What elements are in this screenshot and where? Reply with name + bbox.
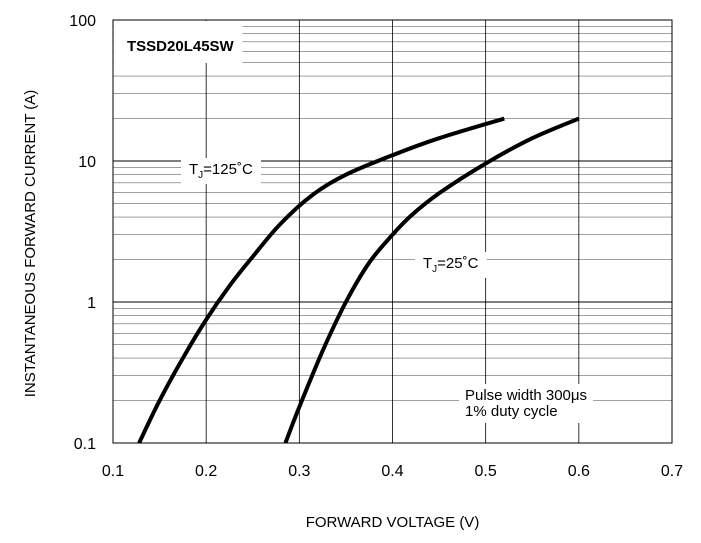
series-label-25c-rest: =25˚C	[437, 255, 478, 272]
series-label-25c-main: T	[423, 255, 432, 272]
series-line-25c	[283, 116, 580, 444]
y-tick-label: 100	[69, 13, 96, 30]
series-label-125c-sub: J	[198, 170, 203, 181]
tick-labels: 0.1 0.2 0.3 0.4 0.5 0.6 0.7 0.1 1 10 100	[69, 13, 683, 480]
x-tick-label: 0.2	[195, 463, 217, 480]
y-tick-label: 1	[87, 295, 96, 312]
x-tick-label: 0.5	[475, 463, 497, 480]
x-tick-label: 0.1	[102, 463, 124, 480]
series-label-125c-rest: =125˚C	[203, 161, 253, 178]
chart-title-box: TSSD20L45SW	[114, 21, 243, 63]
series-label-25c-sub: J	[432, 264, 437, 275]
x-tick-label: 0.3	[288, 463, 310, 480]
x-tick-label: 0.7	[661, 463, 683, 480]
y-tick-label: 0.1	[74, 436, 96, 453]
grid-layer	[113, 20, 672, 443]
chart-title: TSSD20L45SW	[127, 38, 235, 55]
pulse-annotation: Pulse width 300μs 1% duty cycle	[459, 384, 594, 423]
svg-text:TJ=25˚C: TJ=25˚C	[423, 255, 479, 275]
x-tick-label: 0.4	[381, 463, 403, 480]
annotation-line-1: Pulse width 300μs	[465, 387, 587, 404]
y-tick-label: 10	[78, 154, 96, 171]
series-line-125c	[137, 116, 505, 444]
x-tick-label: 0.6	[568, 463, 590, 480]
series-label-125c: TJ=125˚C	[181, 158, 261, 184]
plot-frame	[112, 19, 673, 444]
series-label-25c: TJ=25˚C	[415, 252, 487, 278]
svg-text:TJ=125˚C: TJ=125˚C	[189, 161, 253, 181]
plot-layer	[137, 116, 580, 444]
annotation-line-2: 1% duty cycle	[465, 403, 558, 420]
series-label-125c-main: T	[189, 161, 198, 178]
x-axis-label: FORWARD VOLTAGE (V)	[306, 514, 480, 531]
y-axis-label: INSTANTANEOUS FORWARD CURRENT (A)	[22, 90, 39, 398]
